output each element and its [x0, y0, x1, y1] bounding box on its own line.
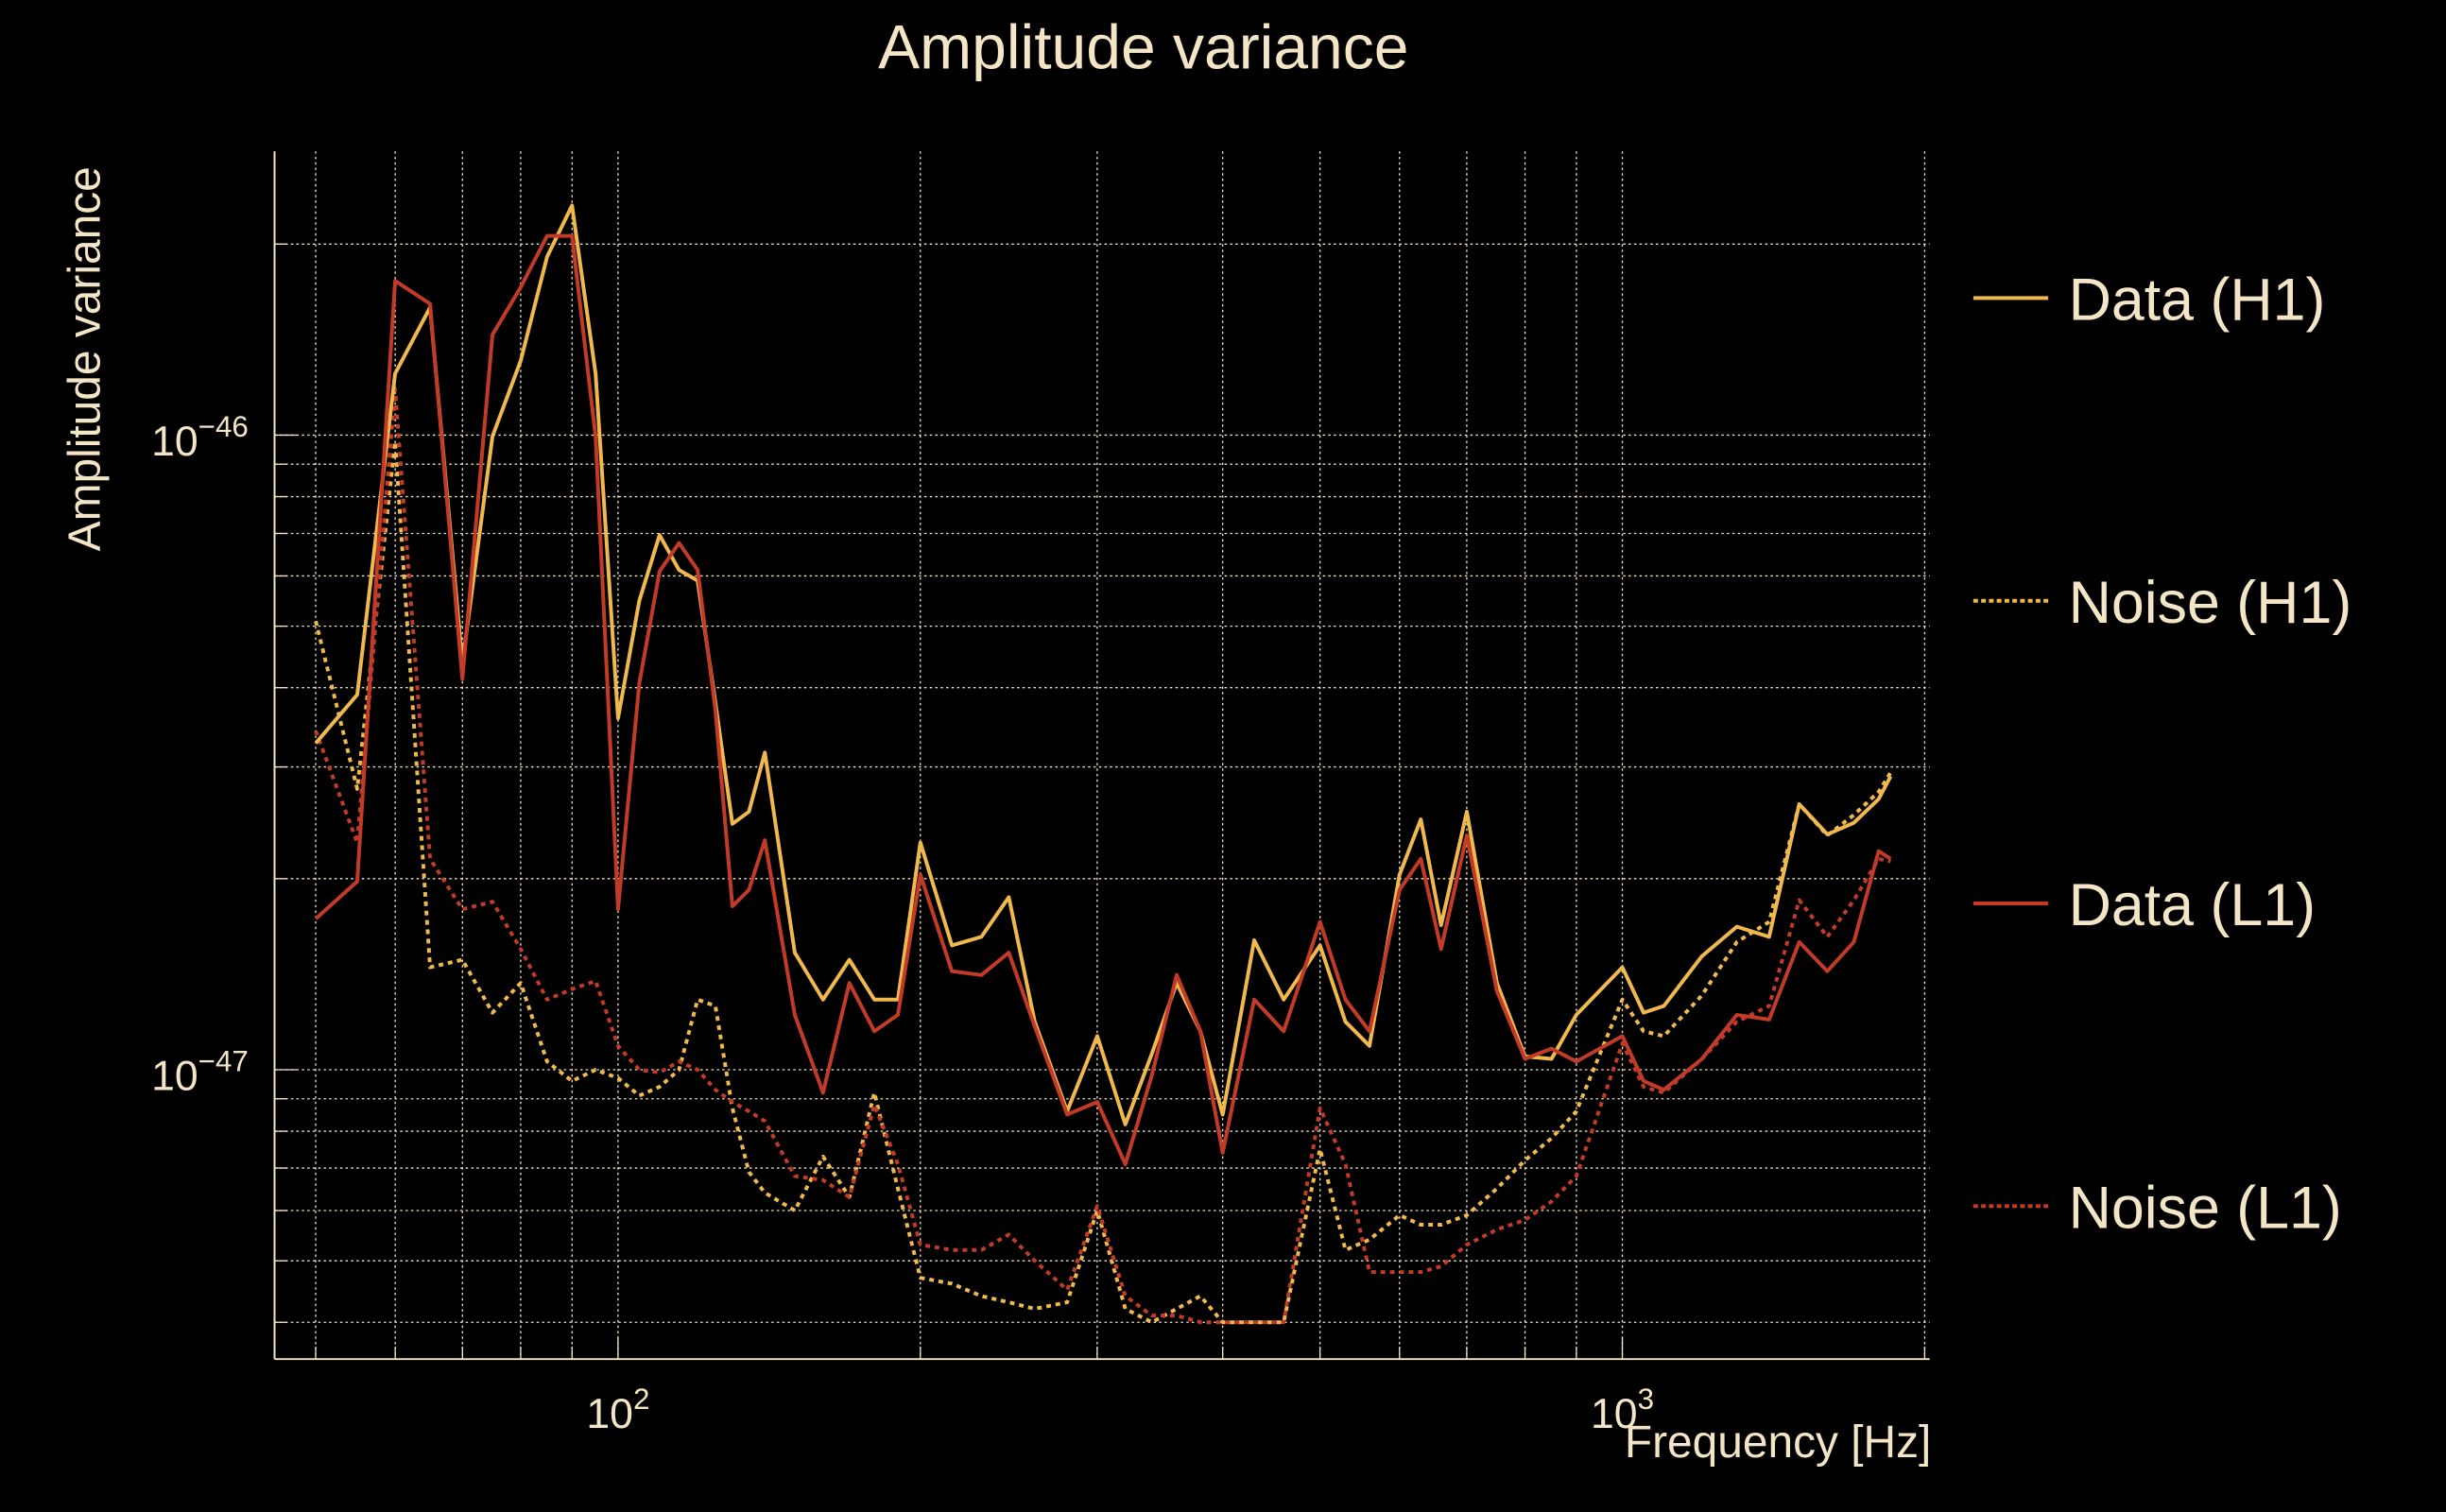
legend: Data (H1) Noise (H1) Data (L1) Noise (L1) [1972, 266, 2352, 1241]
chart-title: Amplitude variance [878, 12, 1408, 82]
series-line-noise-h1 [314, 439, 1893, 1325]
legend-label: Noise (H1) [2069, 570, 2352, 636]
x-axis-label: Frequency [Hz] [1625, 1418, 1931, 1468]
legend-label: Data (L1) [2069, 872, 2316, 938]
series-line-data-h1 [314, 203, 1893, 1126]
y-tick-label: 10−46 [151, 410, 249, 465]
legend-label: Noise (L1) [2069, 1175, 2342, 1241]
grid [274, 151, 1930, 1360]
x-tick-label: 102 [586, 1383, 649, 1437]
series-line-noise-l1 [314, 387, 1891, 1325]
series-line-data-l1 [314, 233, 1892, 1166]
series-group [314, 203, 1893, 1325]
legend-label: Data (H1) [2069, 266, 2326, 333]
y-tick-label: 10−47 [151, 1045, 249, 1100]
y-axis-label: Amplitude variance [60, 166, 111, 551]
